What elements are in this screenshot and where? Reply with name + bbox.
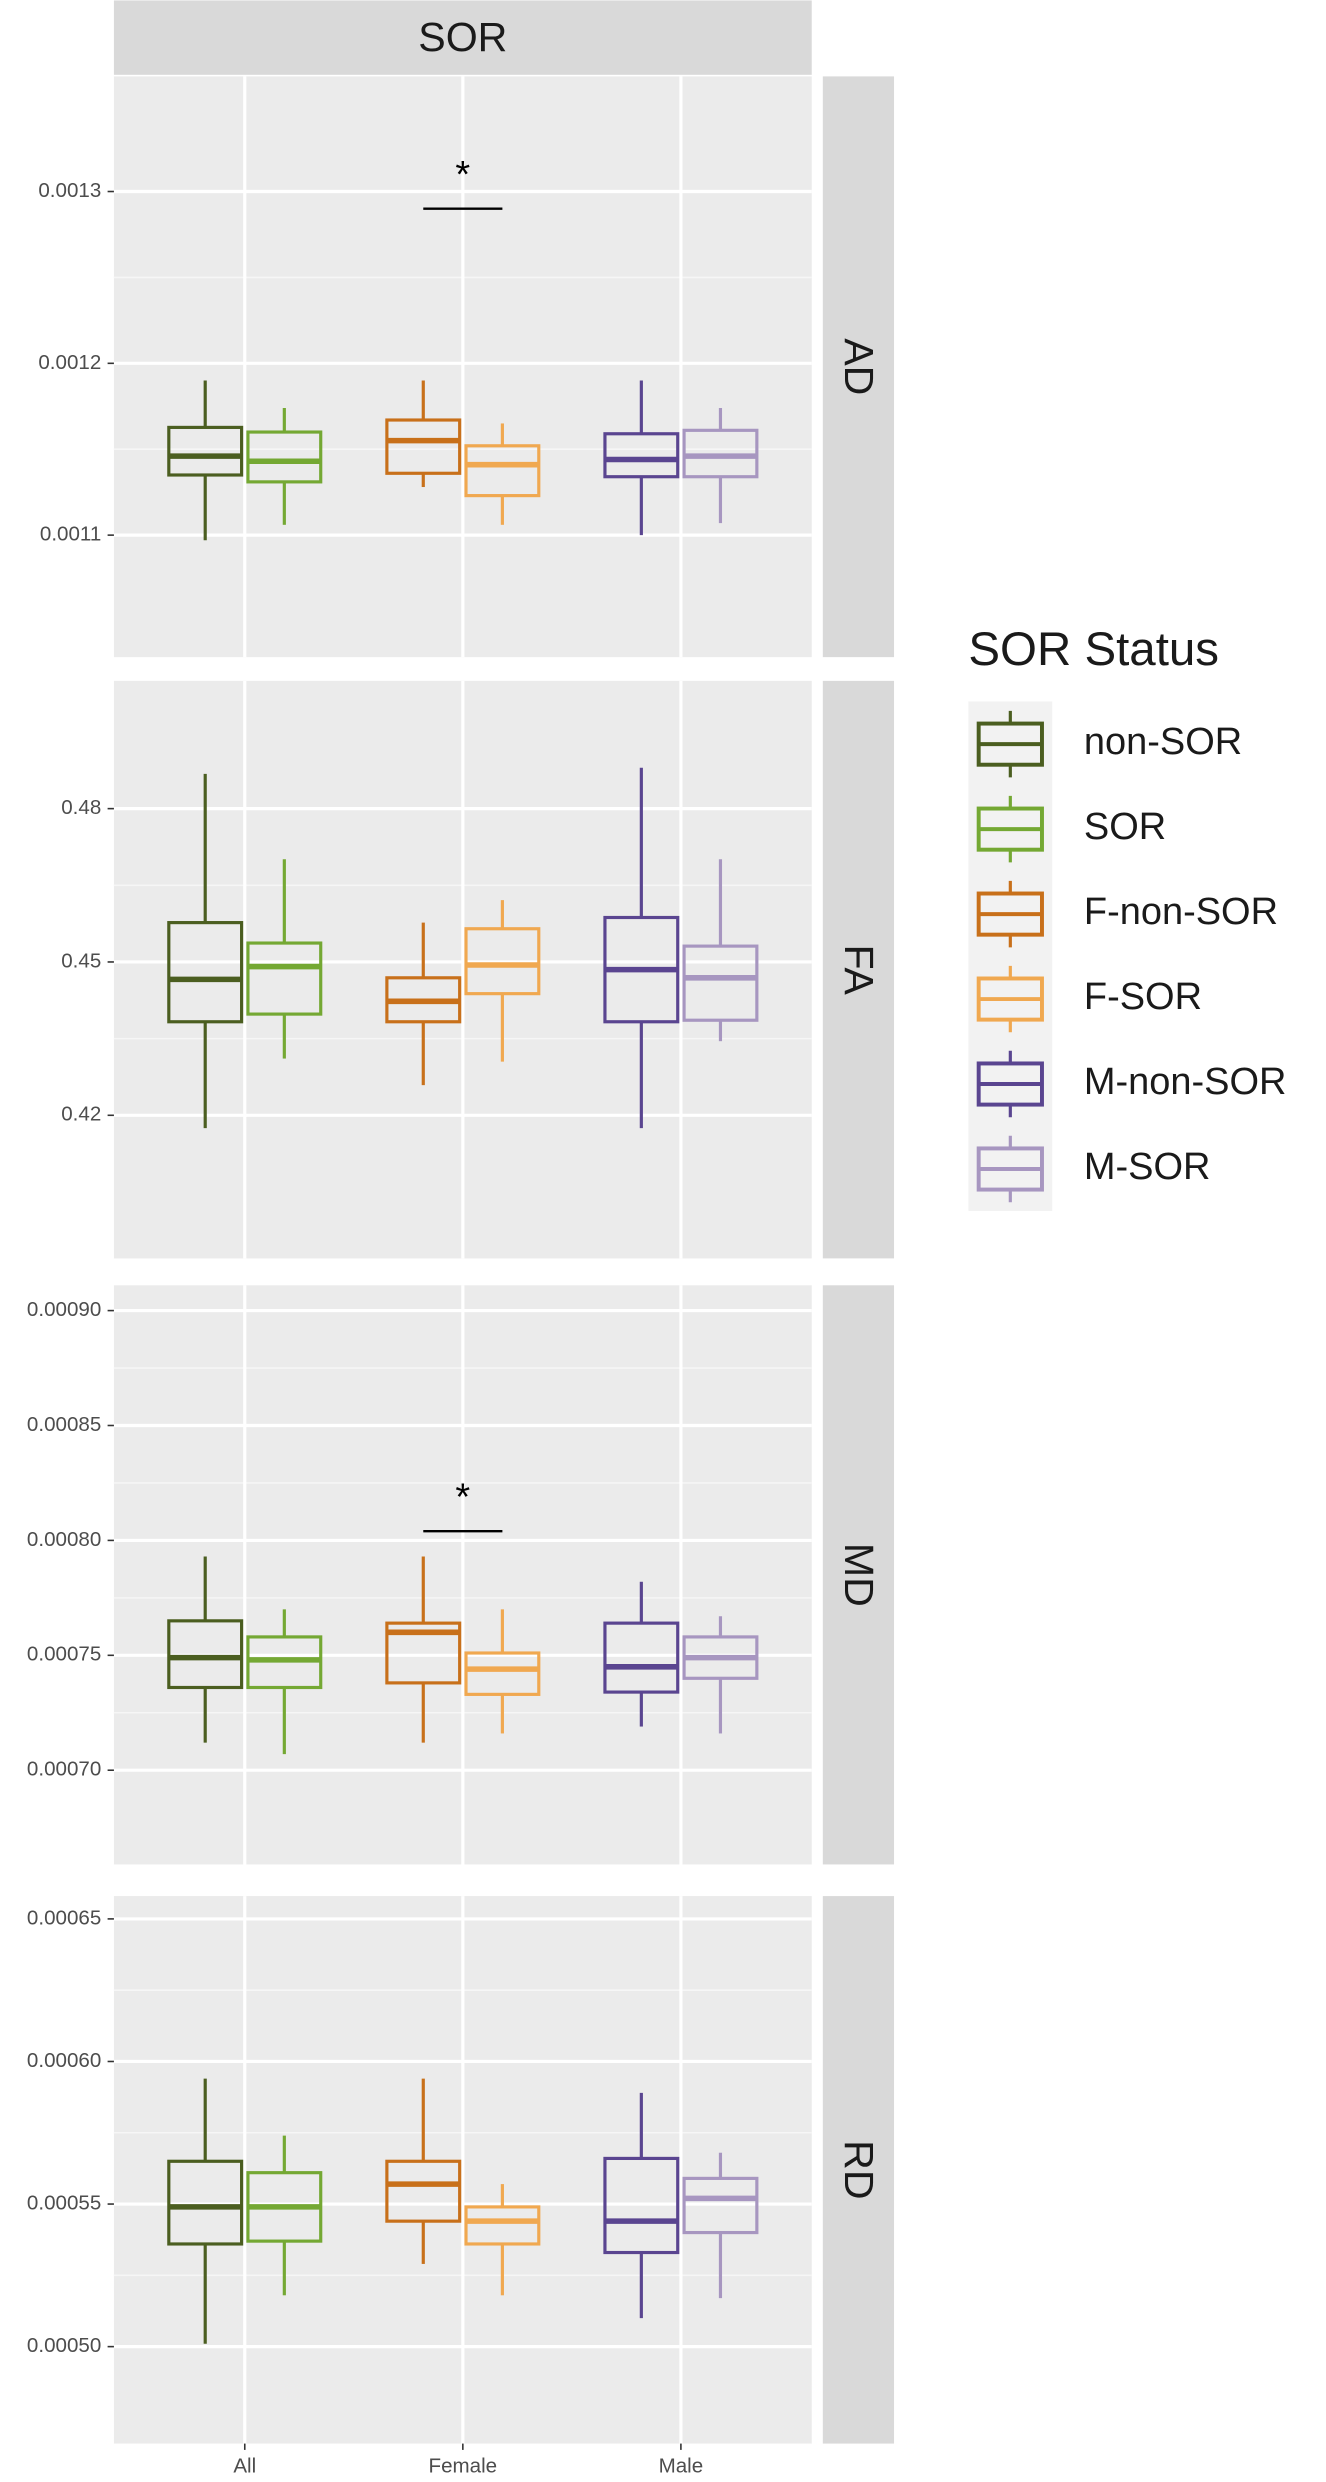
significance-label: * xyxy=(455,1477,470,1519)
y-tick-label: 0.00090 xyxy=(27,1298,101,1321)
facet-label: AD xyxy=(836,338,882,395)
facet-strip xyxy=(822,1896,895,2444)
legend-title: SOR Status xyxy=(968,623,1219,676)
box xyxy=(246,430,323,484)
box xyxy=(603,1621,680,1694)
y-tick-label: 0.45 xyxy=(61,949,101,972)
x-tick-label: All xyxy=(233,2455,256,2478)
legend-keys-background xyxy=(968,701,1053,1211)
box xyxy=(464,927,541,996)
facet-label: RD xyxy=(836,2140,882,2199)
y-tick-label: 0.00085 xyxy=(27,1413,101,1436)
chart-title: SOR xyxy=(418,14,507,60)
facet-label: MD xyxy=(836,1543,882,1607)
y-tick-label: 0.00075 xyxy=(27,1643,101,1666)
y-tick-label: 0.00070 xyxy=(27,1758,101,1781)
box xyxy=(603,2156,680,2255)
significance-label: * xyxy=(455,154,470,196)
legend-label: non-SOR xyxy=(1084,721,1242,763)
facet-strip xyxy=(822,680,895,1259)
facet-strip xyxy=(822,1285,895,1865)
box xyxy=(464,1651,541,1696)
box xyxy=(682,944,759,1022)
box xyxy=(167,425,244,477)
box xyxy=(464,444,541,498)
y-tick-label: 0.00080 xyxy=(27,1528,101,1551)
y-tick-label: 0.00065 xyxy=(27,1906,101,1929)
box xyxy=(385,2159,462,2223)
legend-label: F-SOR xyxy=(1084,976,1202,1018)
y-tick-label: 0.42 xyxy=(61,1103,101,1126)
box xyxy=(464,2205,541,2246)
y-tick-label: 0.00050 xyxy=(27,2334,101,2357)
box xyxy=(246,941,323,1016)
box xyxy=(385,1621,462,1685)
box xyxy=(682,2176,759,2235)
facet-strip xyxy=(822,76,895,658)
y-tick-label: 0.0013 xyxy=(38,179,101,202)
y-tick-label: 0.48 xyxy=(61,796,101,819)
y-tick-label: 0.00060 xyxy=(27,2049,101,2072)
top-strip xyxy=(113,0,812,75)
box xyxy=(167,921,244,1024)
legend-label: M-non-SOR xyxy=(1084,1061,1287,1103)
facet-label: FA xyxy=(836,944,882,995)
legend-label: F-non-SOR xyxy=(1084,891,1278,933)
box xyxy=(167,1619,244,1690)
box xyxy=(167,2159,244,2246)
legend-label: SOR xyxy=(1084,806,1166,848)
y-tick-label: 0.0011 xyxy=(40,523,101,546)
y-tick-label: 0.00055 xyxy=(27,2191,101,2214)
box xyxy=(385,418,462,475)
legend-label: M-SOR xyxy=(1084,1146,1211,1188)
x-tick-label: Male xyxy=(659,2455,704,2478)
box xyxy=(603,432,680,479)
y-tick-label: 0.0012 xyxy=(38,351,101,374)
x-tick-label: Female xyxy=(429,2455,498,2478)
